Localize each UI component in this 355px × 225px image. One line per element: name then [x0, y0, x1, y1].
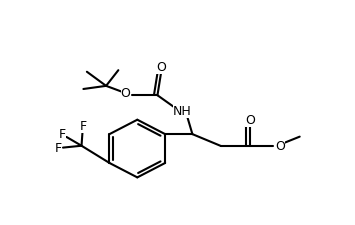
Text: O: O [245, 114, 255, 127]
Text: O: O [121, 87, 131, 100]
Text: NH: NH [173, 105, 191, 118]
Text: F: F [80, 120, 87, 133]
Text: O: O [275, 140, 285, 153]
Text: F: F [55, 142, 62, 155]
Text: F: F [59, 128, 66, 141]
Text: O: O [156, 61, 166, 74]
